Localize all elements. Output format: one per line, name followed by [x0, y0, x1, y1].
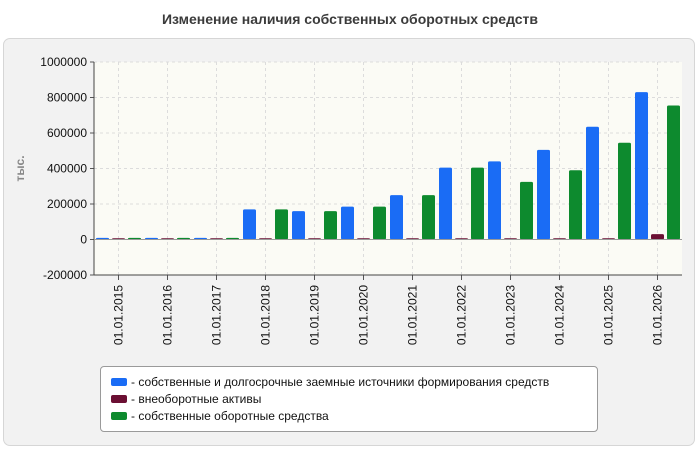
bar-working-capital	[569, 170, 582, 240]
bar-sources	[439, 167, 452, 240]
x-tick-label: 01.01.2018	[259, 285, 273, 345]
y-tick-label: 1000000	[40, 55, 87, 69]
bar-working-capital	[471, 167, 484, 240]
bar-sources	[488, 161, 501, 240]
bar-working-capital	[128, 237, 141, 240]
legend-swatch-noncurrent-assets	[111, 394, 127, 403]
chart-legend: - собственные и долгосрочные заемные ист…	[100, 366, 598, 432]
bar-working-capital	[177, 237, 190, 240]
bar-sources	[194, 237, 207, 240]
legend-swatch-working-capital	[111, 411, 127, 420]
bar-sources	[292, 211, 305, 240]
legend-label-noncurrent-assets: - внеоборотные активы	[131, 391, 262, 406]
x-tick-label: 01.01.2026	[651, 285, 665, 345]
x-tick-label: 01.01.2019	[308, 285, 322, 345]
x-tick-label: 01.01.2023	[504, 285, 518, 345]
bar-noncurrent-assets	[651, 234, 664, 240]
bar-sources	[96, 237, 109, 240]
y-tick-label: -200000	[43, 268, 87, 282]
y-tick-label: 200000	[47, 197, 87, 211]
y-tick-label: 600000	[47, 126, 87, 140]
legend-item-noncurrent-assets: - внеоборотные активы	[111, 390, 597, 407]
bar-working-capital	[618, 142, 631, 240]
bar-working-capital	[667, 105, 680, 240]
bar-working-capital	[324, 211, 337, 240]
bar-sources	[390, 195, 403, 240]
bar-sources	[635, 92, 648, 240]
x-tick-label: 01.01.2024	[553, 285, 567, 345]
x-tick-label: 01.01.2020	[357, 285, 371, 345]
y-tick-label: 800000	[47, 91, 87, 105]
y-axis-label: тыс.	[13, 155, 27, 181]
chart-title: Изменение наличия собственных оборотных …	[161, 11, 539, 27]
bar-sources	[537, 149, 550, 240]
y-tick-label: 0	[80, 233, 87, 247]
legend-label-working-capital: - собственные оборотные средства	[131, 408, 329, 423]
x-tick-label: 01.01.2016	[161, 285, 175, 345]
bar-working-capital	[226, 237, 239, 240]
bar-sources	[341, 206, 354, 240]
legend-label-sources: - собственные и долгосрочные заемные ист…	[131, 374, 550, 389]
legend-swatch-sources	[111, 377, 127, 386]
bar-working-capital	[520, 181, 533, 240]
legend-item-sources: - собственные и долгосрочные заемные ист…	[111, 373, 597, 390]
x-tick-label: 01.01.2017	[210, 285, 224, 345]
legend-item-working-capital: - собственные оборотные средства	[111, 407, 597, 424]
bar-working-capital	[422, 195, 435, 240]
x-tick-label: 01.01.2025	[602, 285, 616, 345]
bar-working-capital	[373, 206, 386, 240]
bar-sources	[586, 126, 599, 240]
x-tick-label: 01.01.2022	[455, 285, 469, 345]
bar-sources	[243, 209, 256, 240]
bar-working-capital	[275, 209, 288, 240]
x-tick-label: 01.01.2021	[406, 285, 420, 345]
y-tick-label: 400000	[47, 162, 87, 176]
x-tick-label: 01.01.2015	[112, 285, 126, 345]
bar-sources	[145, 237, 158, 240]
